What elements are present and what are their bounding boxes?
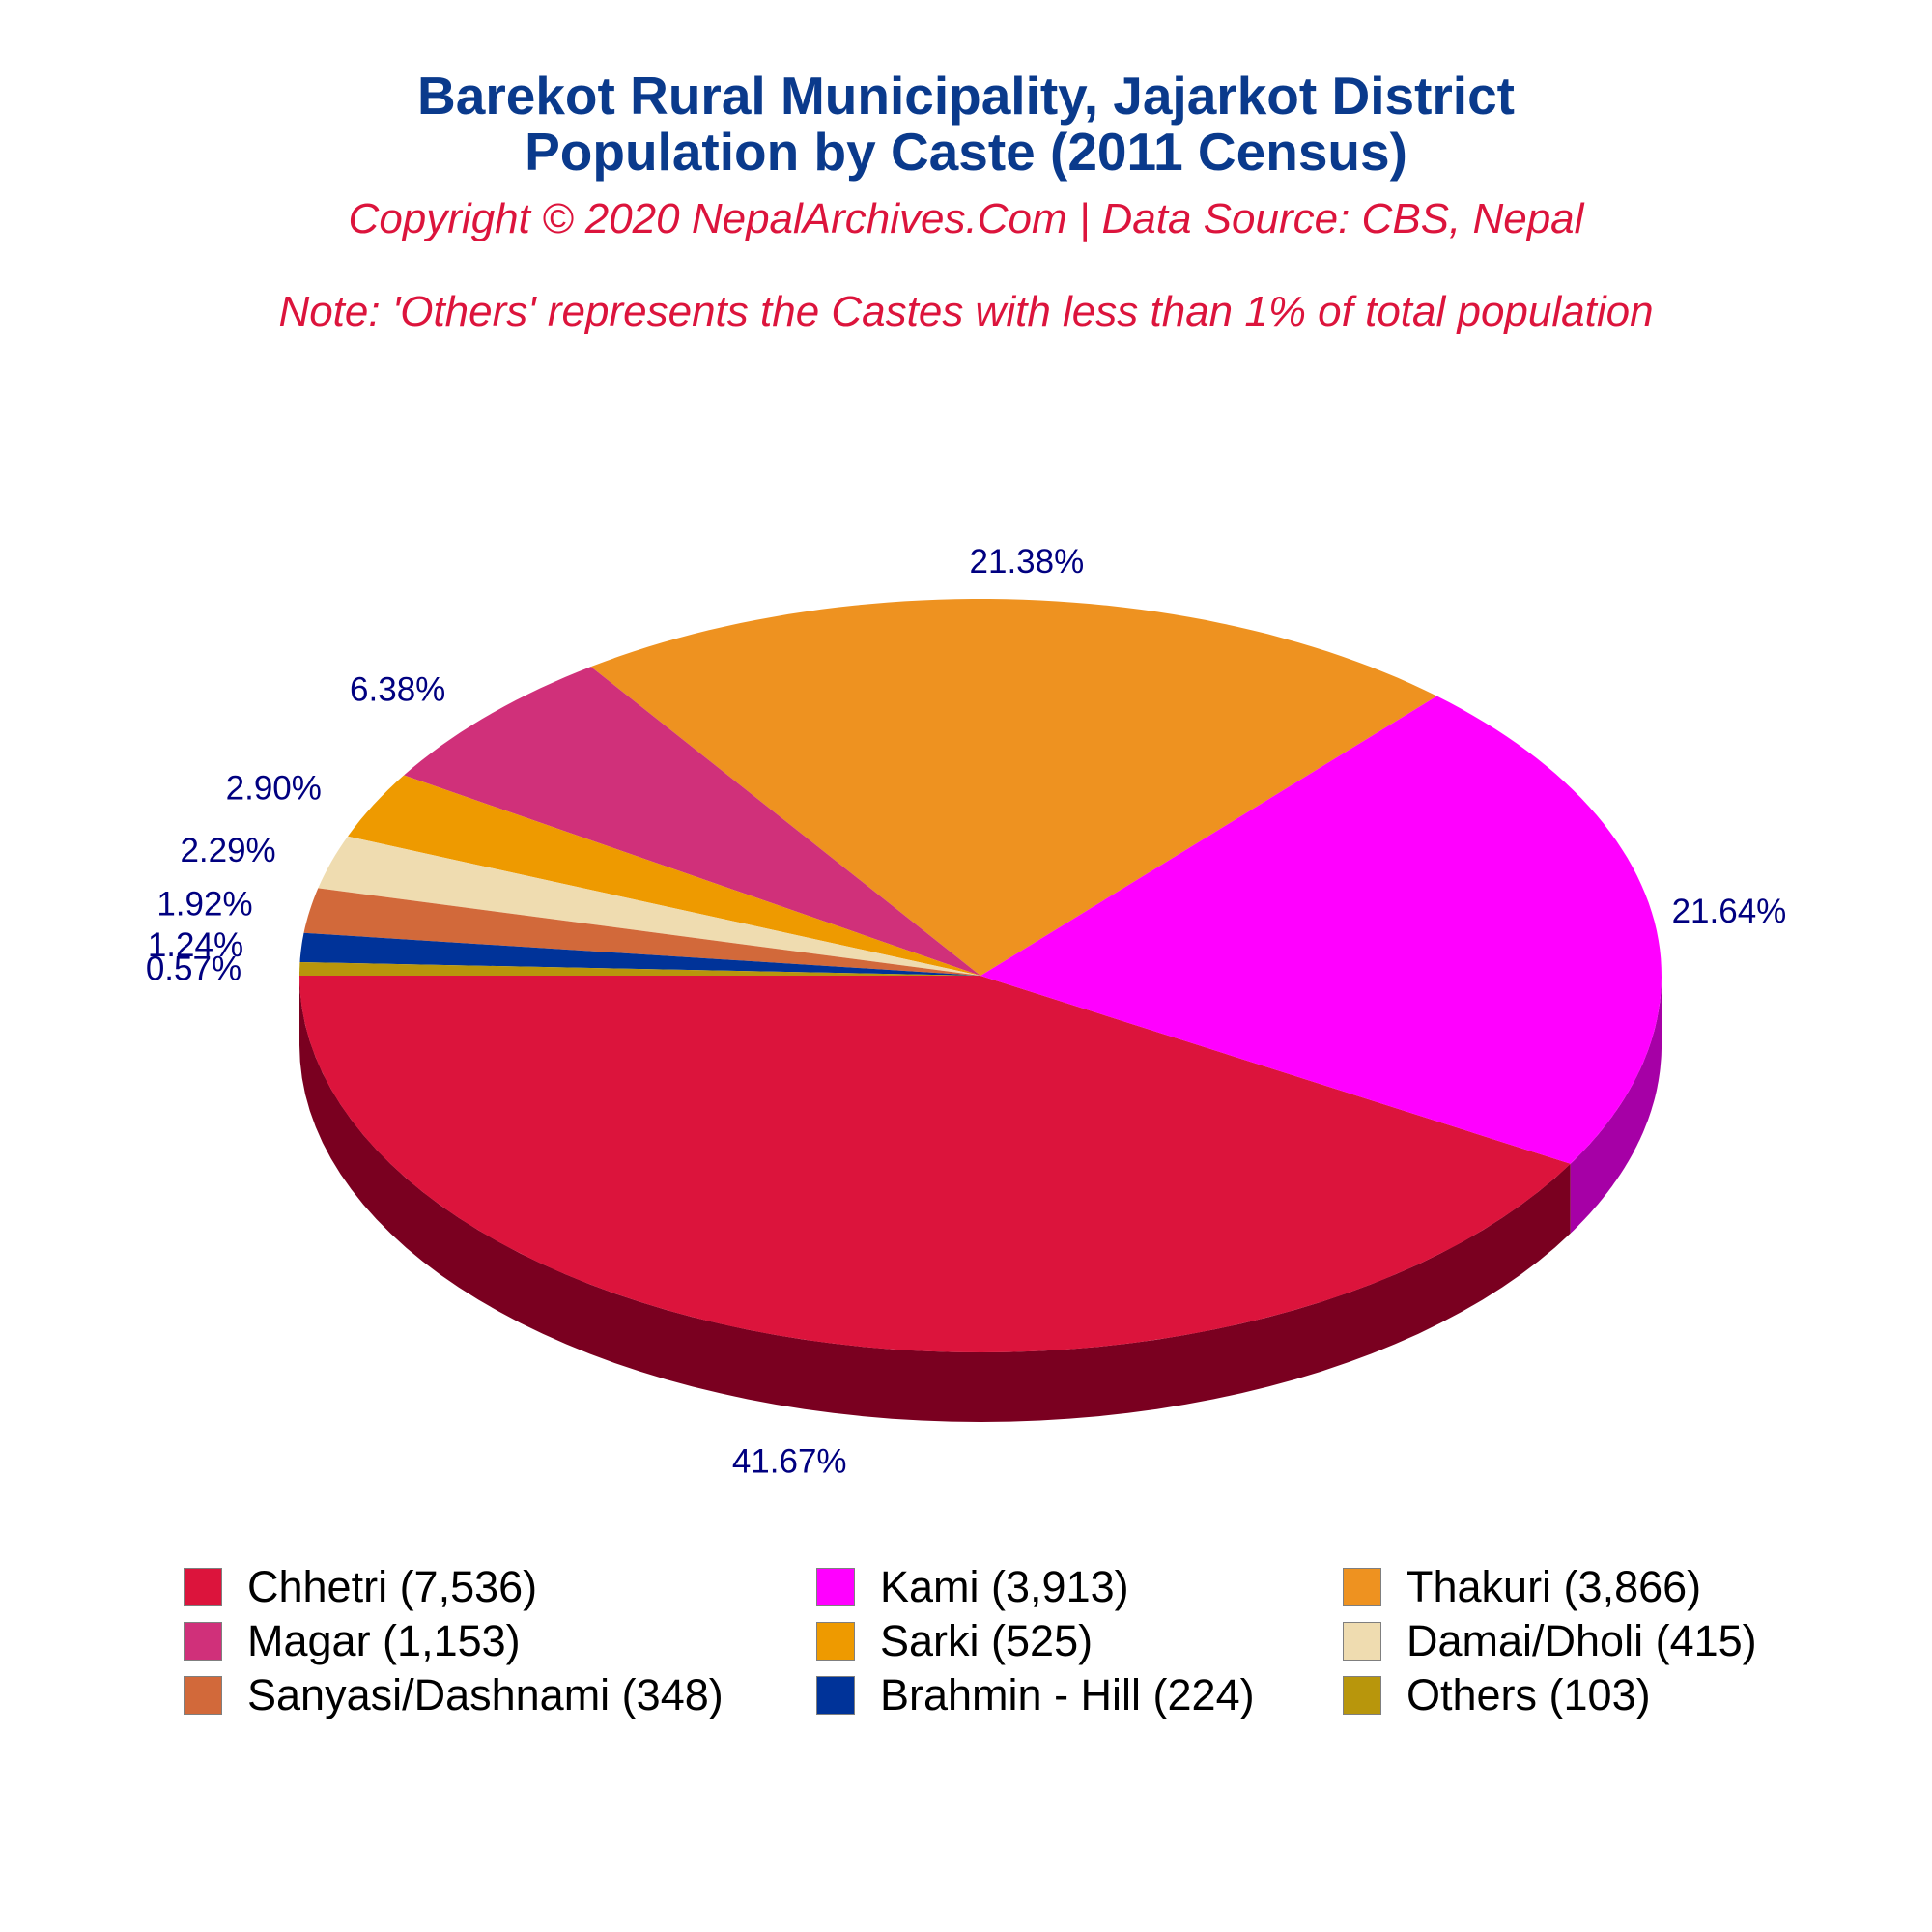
legend-item-3: Thakuri (3,866) bbox=[1343, 1560, 1701, 1614]
legend-label: Sanyasi/Dashnami (348) bbox=[247, 1670, 724, 1719]
legend-item-7: Sanyasi/Dashnami (348) bbox=[184, 1668, 724, 1722]
legend-swatch bbox=[816, 1622, 855, 1661]
pie-slice-9 bbox=[299, 962, 980, 976]
legend-swatch bbox=[1343, 1676, 1381, 1715]
legend-item-6: Damai/Dholi (415) bbox=[1343, 1614, 1757, 1668]
legend-label: Magar (1,153) bbox=[247, 1616, 521, 1665]
copyright-subtitle: Copyright © 2020 NepalArchives.Com | Dat… bbox=[348, 195, 1584, 242]
pie-slice-8 bbox=[299, 932, 980, 976]
legend-label: Damai/Dholi (415) bbox=[1406, 1616, 1757, 1665]
pie-label-2: 21.64% bbox=[1672, 893, 1787, 930]
pie-sides bbox=[299, 976, 1662, 1422]
pie-slice-5 bbox=[348, 775, 980, 976]
chart-title-line2: Population by Caste (2011 Census) bbox=[525, 122, 1407, 182]
legend-swatch bbox=[184, 1676, 222, 1715]
legend-label: Thakuri (3,866) bbox=[1406, 1562, 1702, 1611]
legend-swatch bbox=[816, 1676, 855, 1715]
pie-slices bbox=[299, 599, 1662, 1352]
pie-label-5: 2.90% bbox=[226, 769, 322, 807]
chart-title-line1: Barekot Rural Municipality, Jajarkot Dis… bbox=[417, 66, 1515, 126]
legend-label: Sarki (525) bbox=[880, 1616, 1094, 1665]
note-subtitle: Note: 'Others' represents the Castes wit… bbox=[278, 288, 1654, 335]
legend-label: Chhetri (7,536) bbox=[247, 1562, 538, 1611]
legend-item-5: Sarki (525) bbox=[816, 1614, 1093, 1668]
legend: Chhetri (7,536) Kami (3,913) Thakuri (3,86… bbox=[0, 1560, 1932, 1734]
pie-label-6: 2.29% bbox=[180, 832, 275, 869]
legend-swatch bbox=[816, 1568, 855, 1606]
legend-item-2: Kami (3,913) bbox=[816, 1560, 1129, 1614]
pie-slice-3 bbox=[590, 599, 1437, 976]
pie-label-7: 1.92% bbox=[156, 886, 252, 923]
pie-slice-1 bbox=[299, 976, 1571, 1352]
legend-item-9: Others (103) bbox=[1343, 1668, 1651, 1722]
pie-slice-6 bbox=[318, 836, 980, 976]
pie-slice-2 bbox=[980, 696, 1662, 1164]
legend-swatch bbox=[1343, 1622, 1381, 1661]
legend-item-1: Chhetri (7,536) bbox=[184, 1560, 537, 1614]
pie-slice-4 bbox=[404, 667, 981, 976]
pie-label-8: 1.24% bbox=[148, 926, 243, 964]
legend-swatch bbox=[1343, 1568, 1381, 1606]
legend-label: Others (103) bbox=[1406, 1670, 1651, 1719]
legend-item-4: Magar (1,153) bbox=[184, 1614, 521, 1668]
pie-label-3: 21.38% bbox=[970, 543, 1085, 581]
pie-label-9: 0.57% bbox=[146, 950, 242, 987]
legend-swatch bbox=[184, 1622, 222, 1661]
legend-label: Kami (3,913) bbox=[880, 1562, 1129, 1611]
legend-item-8: Brahmin - Hill (224) bbox=[816, 1668, 1255, 1722]
pie-side-2 bbox=[1570, 976, 1662, 1234]
legend-label: Brahmin - Hill (224) bbox=[880, 1670, 1255, 1719]
pie-label-4: 6.38% bbox=[350, 670, 445, 708]
pie-label-1: 41.67% bbox=[732, 1442, 847, 1480]
legend-swatch bbox=[184, 1568, 222, 1606]
pie-slice-7 bbox=[303, 888, 980, 976]
pie-labels: 41.67% 21.64% 21.38% 6.38% 2.90% 2.29% 1.92%1.… bbox=[146, 543, 1786, 1481]
pie-side-1 bbox=[299, 976, 1571, 1422]
